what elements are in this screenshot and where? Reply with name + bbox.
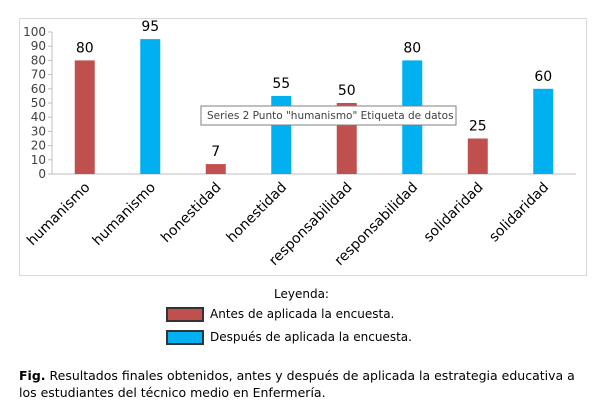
caption-text: Resultados finales obtenidos, antes y de… <box>19 368 575 400</box>
y-tick-label: 70 <box>31 68 46 82</box>
bar <box>467 138 488 174</box>
x-tick-label: humanismo <box>24 180 93 249</box>
legend-title: Leyenda: <box>274 287 329 301</box>
y-tick-label: 30 <box>31 124 46 138</box>
legend-label-after: Después de aplicada la encuesta. <box>210 330 412 344</box>
y-tick-label: 90 <box>31 39 46 53</box>
legend-swatch-before <box>166 306 204 322</box>
x-tick-label: solidaridad <box>421 180 487 246</box>
legend-item-before: Antes de aplicada la encuesta. <box>166 304 394 324</box>
bar <box>74 60 95 174</box>
data-label: 95 <box>141 19 159 35</box>
data-label: 60 <box>534 69 552 85</box>
data-label: 25 <box>469 119 487 135</box>
chart-area: 0 10 20 30 40 50 60 70 80 90 100 80 humanismo 95 human… <box>19 18 587 276</box>
y-tick-label: 40 <box>31 110 46 124</box>
legend-item-after: Después de aplicada la encuesta. <box>166 327 412 347</box>
x-tick-label: honestidad <box>158 180 224 246</box>
y-tick-label: 100 <box>23 25 46 39</box>
tooltip-box <box>200 105 457 126</box>
data-label: 55 <box>272 76 290 92</box>
x-tick-label: solidaridad <box>486 180 552 246</box>
data-label: 50 <box>338 83 356 99</box>
data-label: 7 <box>211 144 220 160</box>
y-tick-label: 80 <box>31 53 46 67</box>
y-tick-label: 20 <box>31 139 46 153</box>
figure-caption: Fig. Resultados finales obtenidos, antes… <box>19 367 594 401</box>
x-tick-label: humanismo <box>90 180 159 249</box>
y-tick-label: 50 <box>31 96 46 110</box>
y-tick-label: 0 <box>38 167 46 181</box>
y-tick-label: 60 <box>31 82 46 96</box>
y-tick-label: 10 <box>31 153 46 167</box>
data-label: 80 <box>403 40 421 56</box>
bar <box>533 88 554 174</box>
legend-swatch-after <box>166 329 204 345</box>
data-label: 80 <box>76 40 94 56</box>
x-tick-label: honestidad <box>224 180 290 246</box>
bar <box>205 164 226 174</box>
bar-chart: 010203040506070809010080humanismo95human… <box>23 19 576 269</box>
tooltip-text: Series 2 Punto "humanismo" Etiqueta de d… <box>207 110 454 122</box>
caption-prefix: Fig. <box>19 368 46 383</box>
legend-label-before: Antes de aplicada la encuesta. <box>210 307 395 321</box>
bar <box>140 39 161 174</box>
